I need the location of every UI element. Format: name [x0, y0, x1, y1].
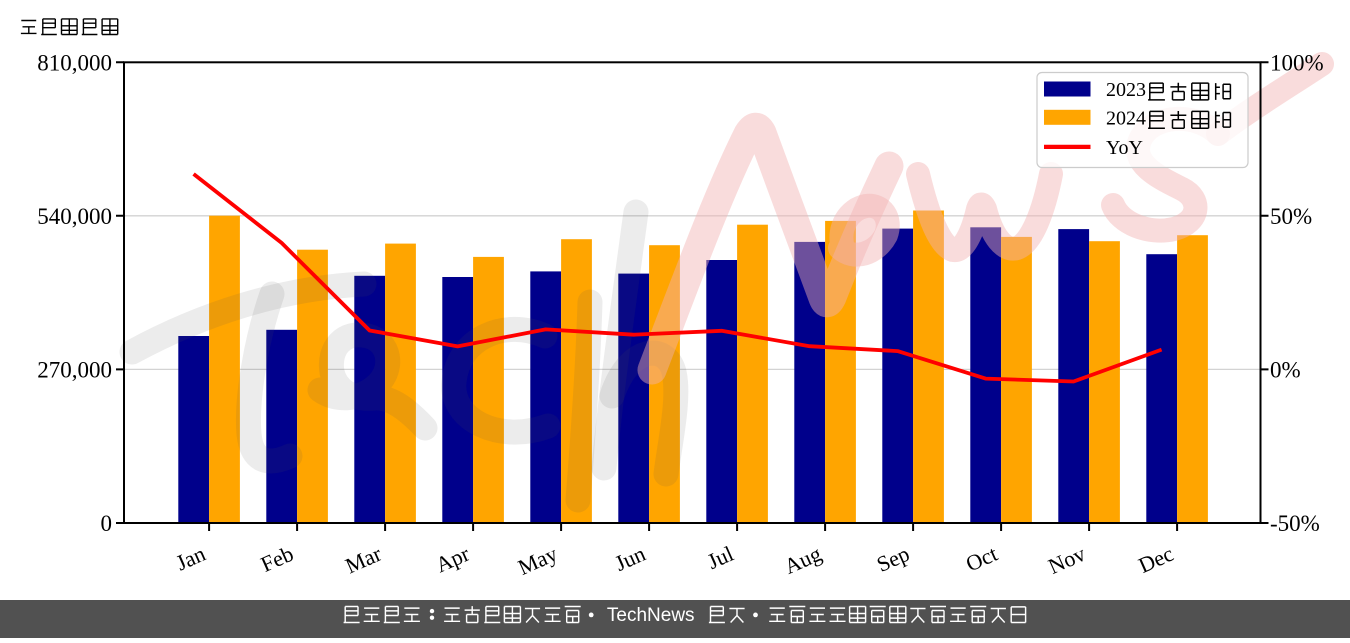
- svg-text:-50%: -50%: [1270, 511, 1320, 536]
- svg-text:TechNews: TechNews: [607, 605, 695, 626]
- svg-text:2023: 2023: [1106, 79, 1146, 101]
- svg-text:0: 0: [101, 511, 113, 536]
- svg-text:YoY: YoY: [1106, 137, 1143, 159]
- svg-text:810,000: 810,000: [37, 50, 112, 75]
- svg-text:2024: 2024: [1106, 107, 1146, 129]
- svg-text:100%: 100%: [1270, 50, 1324, 75]
- svg-text:0%: 0%: [1270, 357, 1301, 382]
- svg-text:270,000: 270,000: [37, 357, 112, 382]
- svg-text:50%: 50%: [1270, 204, 1312, 229]
- svg-text:540,000: 540,000: [37, 204, 112, 229]
